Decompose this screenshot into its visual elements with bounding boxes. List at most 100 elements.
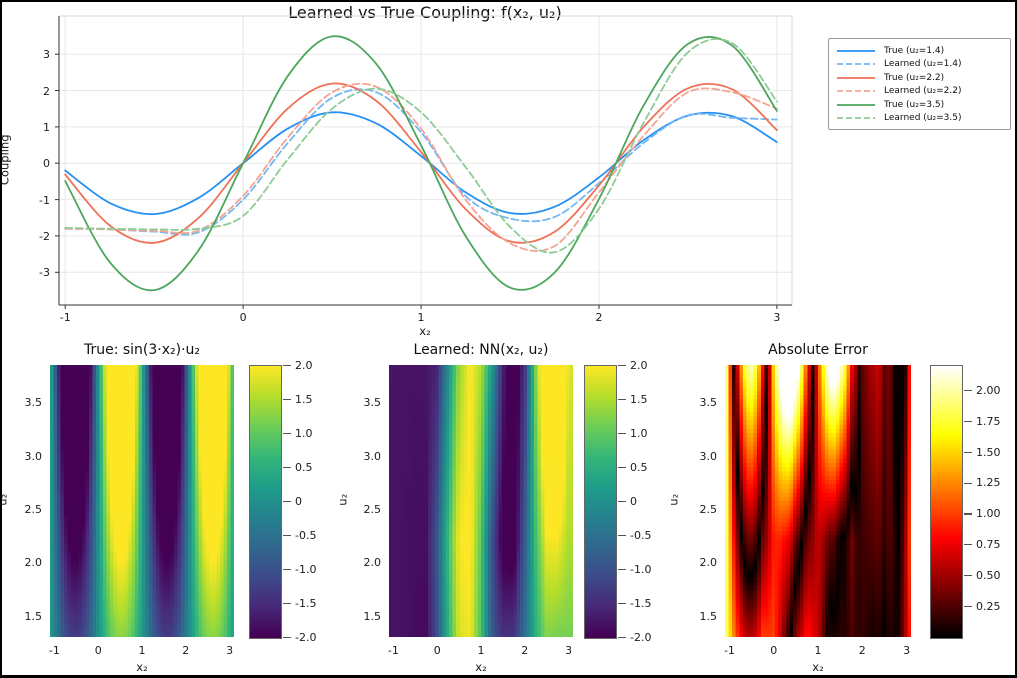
learned-heatmap-colorbar-tick: -1.5 — [630, 597, 652, 610]
learned-heatmap-colorbar-tick: 2.0 — [630, 359, 648, 372]
legend-label: Learned (u₂=3.5) — [884, 113, 962, 124]
series-1-dashed — [64, 88, 778, 236]
error-heatmap-ylabel: u₂ — [666, 493, 681, 506]
true-heatmap-colorbar-tick: 1.5 — [295, 393, 313, 406]
error-heatmap-title: Absolute Error — [768, 342, 868, 358]
series-0-solid — [64, 111, 778, 216]
error-heatmap-ytick: 2.5 — [699, 503, 718, 516]
learned-heatmap-xtick: 2 — [521, 644, 529, 657]
learned-heatmap-ytick: 1.5 — [363, 609, 382, 623]
error-heatmap-canvas — [725, 365, 911, 637]
error-heatmap-colorbar-tick: 1.50 — [976, 445, 1001, 459]
true-heatmap-ytick: 3.0 — [24, 449, 43, 463]
learned-heatmap-xtick: 0 — [433, 644, 441, 657]
colorbar-tick-mark — [618, 467, 626, 469]
error-heatmap-xtick: -1 — [723, 644, 735, 657]
true-heatmap-xtick: 2 — [182, 644, 190, 657]
colorbar-tick-mark — [283, 603, 291, 605]
true-heatmap-xlabel: x₂ — [136, 660, 148, 674]
error-heatmap-colorbar-tick: 1.75 — [976, 414, 1001, 428]
legend-item: True (u₂=3.5) — [835, 98, 1004, 112]
colorbar-tick-mark — [964, 451, 972, 453]
colorbar-tick-mark — [618, 399, 626, 401]
legend-label: True (u₂=2.2) — [884, 72, 945, 83]
legend: True (u₂=1.4) Learned (u₂=1.4) True (u₂=… — [828, 38, 1011, 130]
legend-line-sample — [837, 63, 875, 66]
legend-label: Learned (u₂=1.4) — [884, 59, 962, 70]
error-heatmap-colorbar-tick: 1.25 — [976, 476, 1001, 490]
true-heatmap-colorbar-tick: 2.0 — [295, 359, 313, 372]
line-chart-svg — [55, 15, 793, 309]
top-chart-ytick: -2 — [39, 229, 50, 243]
coupling-line-chart — [2, 2, 822, 341]
legend-line-sample — [837, 76, 875, 79]
learned-heatmap-ytick: 3.5 — [363, 396, 382, 410]
true-heatmap-xtick: -1 — [48, 644, 60, 657]
top-chart-xtick: 0 — [239, 311, 247, 324]
error-heatmap-ytick: 3.5 — [699, 396, 718, 410]
legend-item: Learned (u₂=3.5) — [835, 112, 1004, 126]
top-chart-ylabel: Coupling — [0, 134, 12, 186]
true-heatmap-colorbar-tick: -0.5 — [295, 529, 317, 542]
error-heatmap-colorbar-tick: 0.50 — [976, 569, 1001, 583]
learned-heatmap-ytick: 2.0 — [363, 556, 382, 570]
learned-heatmap-colorbar-tick: 0 — [630, 495, 637, 508]
top-chart-ytick: -1 — [39, 193, 50, 207]
learned-heatmap-xtick: -1 — [387, 644, 399, 657]
true-heatmap-ytick: 2.5 — [24, 503, 43, 516]
learned-heatmap-colorbar-tick: 1.0 — [630, 427, 648, 440]
learned-heatmap-colorbar — [584, 365, 617, 639]
learned-heatmap-colorbar-tick: -1.0 — [630, 563, 652, 576]
learned-heatmap-colorbar-tick: -0.5 — [630, 529, 652, 542]
top-chart-ytick: 2 — [43, 84, 50, 98]
true-heatmap-ytick: 2.0 — [24, 556, 43, 570]
series-4-solid — [64, 35, 778, 292]
top-chart-ytick: 0 — [43, 157, 50, 171]
error-heatmap-xtick: 3 — [903, 644, 911, 657]
top-chart-xlabel: x₂ — [419, 324, 431, 338]
error-heatmap-xtick: 0 — [770, 644, 778, 657]
colorbar-tick-mark — [283, 365, 291, 367]
colorbar-tick-mark — [283, 569, 291, 571]
top-chart-xtick: 2 — [595, 311, 603, 324]
true-heatmap-title: True: sin(3·x₂)·u₂ — [83, 342, 201, 358]
colorbar-tick-mark — [618, 569, 626, 571]
top-chart-ytick: 1 — [43, 120, 50, 134]
colorbar-tick-mark — [964, 420, 972, 422]
colorbar-tick-mark — [283, 433, 291, 435]
top-chart-ytick: 3 — [43, 48, 50, 62]
error-heatmap-ytick: 1.5 — [699, 609, 718, 623]
legend-item: True (u₂=1.4) — [835, 44, 1004, 58]
true-heatmap-colorbar-tick: 1.0 — [295, 427, 313, 440]
true-heatmap-colorbar-tick: -1.0 — [295, 563, 317, 576]
learned-heatmap-colorbar-tick: 0.5 — [630, 461, 648, 474]
colorbar-tick-mark — [618, 433, 626, 435]
series-2-solid — [64, 82, 778, 244]
true-heatmap-xtick: 3 — [226, 644, 234, 657]
colorbar-tick-mark — [618, 501, 626, 503]
true-heatmap-ylabel: u₂ — [0, 493, 10, 506]
learned-heatmap-colorbar-tick: 1.5 — [630, 393, 648, 406]
legend-item: Learned (u₂=1.4) — [835, 58, 1004, 72]
legend-item: Learned (u₂=2.2) — [835, 85, 1004, 99]
colorbar-tick-mark — [964, 389, 972, 391]
colorbar-tick-mark — [618, 365, 626, 367]
series-5-dashed — [64, 38, 778, 254]
colorbar-tick-mark — [964, 482, 972, 484]
error-heatmap-colorbar-tick: 0.25 — [976, 600, 1001, 614]
colorbar-tick-mark — [964, 513, 972, 515]
learned-heatmap-xtick: 3 — [565, 644, 573, 657]
legend-line-sample — [837, 117, 875, 120]
true-heatmap-colorbar-tick: -1.5 — [295, 597, 317, 610]
colorbar-tick-mark — [283, 501, 291, 503]
colorbar-tick-mark — [283, 535, 291, 537]
legend-label: Learned (u₂=2.2) — [884, 86, 962, 97]
colorbar-tick-mark — [964, 575, 972, 577]
true-heatmap-canvas — [50, 365, 234, 637]
series-3-dashed — [64, 82, 778, 252]
top-chart-xtick: 3 — [773, 311, 781, 324]
top-chart-xtick: -1 — [59, 311, 71, 324]
colorbar-tick-mark — [283, 467, 291, 469]
learned-heatmap-canvas — [389, 365, 573, 637]
error-heatmap-colorbar-tick: 2.00 — [976, 383, 1001, 397]
